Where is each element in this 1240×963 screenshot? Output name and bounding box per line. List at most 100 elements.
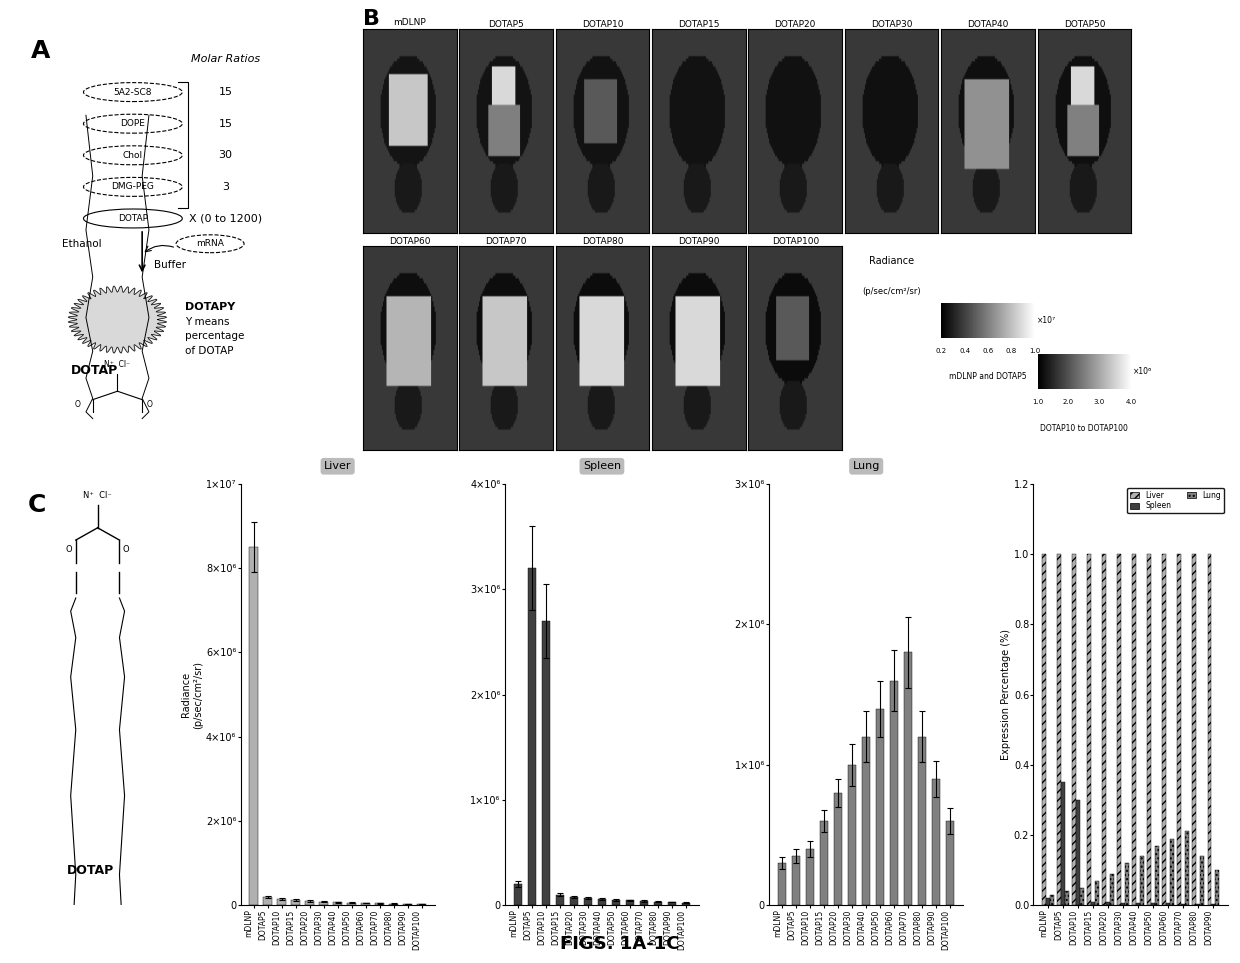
Title: DOTAP100: DOTAP100 <box>771 237 818 246</box>
Text: mDLNP and DOTAP5: mDLNP and DOTAP5 <box>950 373 1027 381</box>
Y-axis label: Expression Percentage (%): Expression Percentage (%) <box>1001 629 1011 760</box>
Text: DOTAP: DOTAP <box>67 864 114 876</box>
Bar <box>1178 554 1182 905</box>
Text: Radiance: Radiance <box>869 256 914 266</box>
Text: 1.0: 1.0 <box>1029 348 1040 354</box>
Text: 30: 30 <box>218 150 233 160</box>
Text: Y means: Y means <box>185 317 229 326</box>
Bar <box>1208 554 1211 905</box>
Text: (p/sec/cm²/sr): (p/sec/cm²/sr) <box>862 287 921 296</box>
Bar <box>875 709 884 905</box>
Bar <box>1087 554 1091 905</box>
Text: 3: 3 <box>222 182 229 192</box>
Bar <box>1102 554 1106 905</box>
Bar <box>418 904 425 905</box>
Bar <box>1193 554 1197 905</box>
Text: 0.8: 0.8 <box>1006 348 1017 354</box>
Bar <box>932 779 940 905</box>
Title: DOTAP15: DOTAP15 <box>678 20 719 29</box>
Bar <box>1091 901 1095 905</box>
Bar <box>792 856 800 905</box>
Text: 15: 15 <box>218 118 233 129</box>
Bar <box>1061 782 1065 905</box>
Bar <box>1136 903 1140 905</box>
Text: 0.6: 0.6 <box>982 348 993 354</box>
Bar <box>291 900 300 905</box>
Bar <box>1154 846 1158 905</box>
Bar <box>1197 904 1200 905</box>
Text: Chol: Chol <box>123 151 143 160</box>
Text: O: O <box>66 545 72 555</box>
Bar <box>848 765 857 905</box>
Text: X (0 to 1200): X (0 to 1200) <box>188 214 262 223</box>
Bar <box>653 901 662 905</box>
Bar <box>320 901 327 905</box>
Bar <box>890 681 899 905</box>
Legend: Liver, Spleen, Lung: Liver, Spleen, Lung <box>1127 487 1224 513</box>
Bar <box>820 820 828 905</box>
Bar <box>528 568 536 905</box>
Text: mRNA: mRNA <box>196 239 224 248</box>
Bar <box>1166 903 1171 905</box>
Text: O: O <box>123 545 129 555</box>
Bar <box>1121 902 1125 905</box>
Bar <box>1140 856 1143 905</box>
Bar <box>389 903 398 905</box>
Text: ×10⁶: ×10⁶ <box>1133 367 1152 376</box>
Bar <box>1171 839 1174 905</box>
Bar <box>1106 902 1110 905</box>
Text: 0.2: 0.2 <box>936 348 947 354</box>
Bar <box>1065 891 1069 905</box>
Bar <box>1151 903 1154 905</box>
Bar <box>403 903 412 905</box>
Bar <box>569 897 578 905</box>
Bar <box>1211 904 1215 905</box>
Text: of DOTAP: of DOTAP <box>185 346 234 356</box>
Text: 4.0: 4.0 <box>1126 399 1137 405</box>
Text: Molar Ratios: Molar Ratios <box>191 54 260 65</box>
Bar <box>1117 554 1121 905</box>
Bar <box>1073 554 1076 905</box>
Bar <box>1215 871 1219 905</box>
Text: DOTAP: DOTAP <box>71 364 118 377</box>
Text: Ethanol: Ethanol <box>62 239 102 248</box>
Bar <box>1185 831 1189 905</box>
Bar <box>249 547 258 905</box>
Bar <box>682 902 691 905</box>
Bar <box>806 849 815 905</box>
Text: 2.0: 2.0 <box>1063 399 1074 405</box>
Text: Buffer: Buffer <box>155 260 186 270</box>
Bar <box>347 902 356 905</box>
Bar <box>777 863 786 905</box>
Text: DOTAPY: DOTAPY <box>185 302 236 312</box>
Title: DOTAP5: DOTAP5 <box>489 20 525 29</box>
Bar <box>1050 895 1054 905</box>
Bar <box>835 793 842 905</box>
Bar <box>1043 554 1047 905</box>
Bar <box>278 898 285 905</box>
Bar <box>1095 880 1099 905</box>
Bar <box>946 820 955 905</box>
Bar <box>626 900 634 905</box>
Text: B: B <box>363 9 379 29</box>
Text: C: C <box>27 493 46 517</box>
Text: ×10⁷: ×10⁷ <box>1037 316 1055 325</box>
Bar <box>1132 554 1136 905</box>
Bar <box>1162 554 1166 905</box>
Text: Spleen: Spleen <box>583 461 621 471</box>
Bar <box>918 737 926 905</box>
Bar <box>542 621 551 905</box>
Title: DOTAP60: DOTAP60 <box>389 237 430 246</box>
Bar <box>361 903 370 905</box>
Polygon shape <box>68 286 166 353</box>
Text: FIGS. 1A-1C: FIGS. 1A-1C <box>560 935 680 953</box>
Text: DOPE: DOPE <box>120 119 145 128</box>
Title: DOTAP80: DOTAP80 <box>582 237 624 246</box>
Bar <box>513 884 522 905</box>
Title: mDLNP: mDLNP <box>393 18 427 27</box>
Text: DOTAP: DOTAP <box>118 214 148 223</box>
Text: 3.0: 3.0 <box>1094 399 1105 405</box>
Text: N⁺  Cl⁻: N⁺ Cl⁻ <box>104 360 130 369</box>
Title: DOTAP30: DOTAP30 <box>870 20 913 29</box>
Title: DOTAP50: DOTAP50 <box>1064 20 1105 29</box>
